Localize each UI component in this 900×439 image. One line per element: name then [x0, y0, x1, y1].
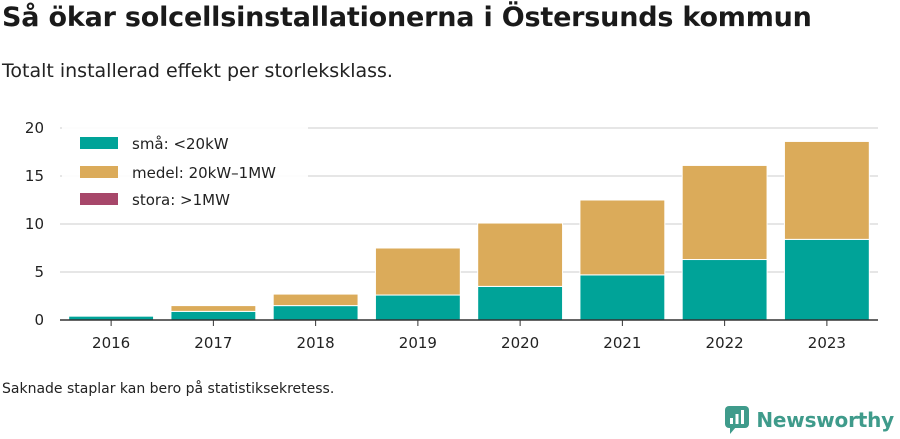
legend-swatch-small [80, 137, 118, 149]
footnote: Saknade staplar kan bero på statistiksek… [2, 381, 335, 397]
y-tick-label: 10 [25, 215, 44, 233]
bar-segment-small-2020 [477, 285, 564, 321]
y-tick-label: 20 [25, 119, 44, 137]
bar-segment-medium-2018 [272, 293, 359, 307]
y-tick-label: 0 [34, 311, 44, 329]
bar-segment-small-2019 [374, 294, 461, 321]
x-tick-label: 2019 [399, 334, 437, 352]
bars [68, 140, 870, 321]
axes: 0 5 10 15 20 2016 2017 2018 2019 2020 2021 2022 2023 [25, 119, 878, 352]
legend-label-small: små: <20kW [132, 135, 229, 153]
bar-segment-medium-2023 [783, 140, 870, 240]
legend-label-large: stora: >1MW [132, 191, 230, 209]
brand-logo[interactable]: Newsworthy [724, 405, 894, 435]
bar-segment-small-2018 [272, 305, 359, 321]
legend-swatch-large [80, 193, 118, 205]
bar-segment-medium-2022 [681, 164, 768, 261]
bar-segment-small-2017 [170, 310, 257, 321]
y-tick-label: 15 [25, 167, 44, 185]
brand-name: Newsworthy [756, 408, 894, 432]
x-tick-label: 2018 [297, 334, 335, 352]
bar-segment-small-2023 [783, 238, 870, 321]
legend-label-medium: medel: 20kW–1MW [132, 164, 276, 182]
x-tick-label: 2016 [92, 334, 130, 352]
x-tick-label: 2023 [808, 334, 846, 352]
bar-segment-small-2022 [681, 259, 768, 321]
x-tick-label: 2020 [501, 334, 539, 352]
bar-segment-medium-2020 [477, 222, 564, 287]
legend-swatch-medium [80, 166, 118, 178]
newsworthy-logo-icon [725, 406, 750, 434]
bar-segment-small-2021 [579, 274, 666, 321]
y-tick-label: 5 [34, 263, 44, 281]
bar-segment-medium-2021 [579, 199, 666, 276]
bar-segment-medium-2017 [170, 305, 257, 312]
chart-title: Så ökar solcellsinstallationerna i Öster… [2, 2, 812, 33]
chart-subtitle: Totalt installerad effekt per storlekskl… [2, 60, 393, 82]
stacked-bar-chart: 0 5 10 15 20 2016 2017 2018 2019 2020 2021 2022 2023… [25, 119, 878, 352]
x-tick-label: 2022 [706, 334, 744, 352]
x-tick-label: 2021 [603, 334, 641, 352]
legend: små: <20kW medel: 20kW–1MW stora: >1MW [62, 127, 308, 213]
bar-segment-medium-2019 [374, 247, 461, 296]
x-tick-label: 2017 [194, 334, 232, 352]
